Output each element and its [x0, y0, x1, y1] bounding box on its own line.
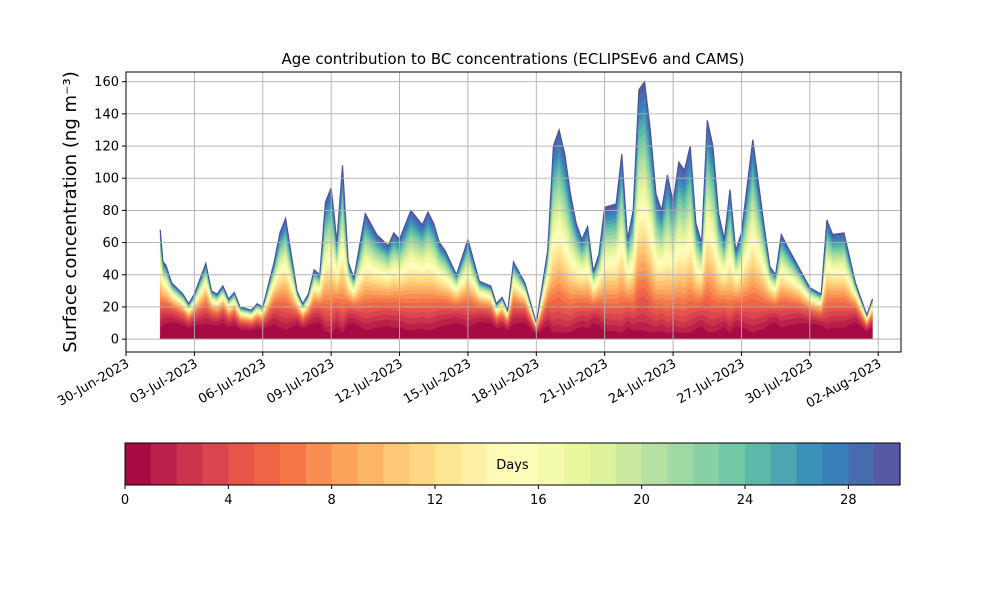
colorbar-segment [486, 443, 514, 485]
colorbar-segment [125, 443, 152, 485]
colorbar-frame [124, 442, 901, 486]
x-tick-label: 24-Jul-2023 [606, 356, 679, 407]
colorbar-segment [745, 443, 772, 485]
x-tick-label: 30-Jun-2023 [55, 356, 132, 409]
colorbar-segment [357, 443, 384, 485]
colorbar-segment [409, 443, 436, 485]
x-tick-label: 02-Aug-2023 [804, 356, 884, 411]
y-tick-label: 20 [102, 300, 119, 315]
x-axis: 30-Jun-202303-Jul-202306-Jul-202309-Jul-… [55, 352, 884, 412]
colorbar-segment [254, 443, 281, 485]
colorbar-tick-label: 24 [737, 493, 754, 508]
colorbar-segment [770, 443, 798, 485]
colorbar-segment [615, 443, 643, 485]
colorbar-segment [383, 443, 410, 485]
colorbar-segment [176, 443, 204, 485]
colorbar-segment [822, 443, 849, 485]
colorbar-segment [460, 443, 488, 485]
colorbar-segment [590, 443, 617, 485]
age-stacked-areas [159, 80, 874, 340]
chart-title: Age contribution to BC concentrations (E… [282, 50, 745, 68]
colorbar-segment [228, 443, 255, 485]
colorbar-segment [693, 443, 720, 485]
y-axis-label: Surface concentration (ng m⁻³) [60, 71, 81, 353]
x-tick-label: 27-Jul-2023 [675, 356, 748, 407]
colorbar-tick-label: 4 [224, 493, 232, 508]
total-outline [159, 80, 874, 324]
y-tick-label: 100 [94, 172, 119, 187]
colorbar-segment [280, 443, 307, 485]
x-tick-label: 15-Jul-2023 [401, 356, 474, 407]
colorbar-segment [512, 443, 539, 485]
colorbar-segment [641, 443, 669, 485]
plot-frame [125, 71, 902, 353]
x-tick-label: 18-Jul-2023 [469, 356, 542, 407]
x-tick-label: 21-Jul-2023 [538, 356, 611, 407]
colorbar-tick-label: 28 [840, 493, 857, 508]
x-tick-label: 06-Jul-2023 [196, 356, 269, 407]
colorbar-label: Days [496, 458, 529, 473]
y-tick-label: 80 [102, 204, 119, 219]
y-tick-label: 60 [102, 236, 119, 251]
x-tick-label: 12-Jul-2023 [333, 356, 406, 407]
colorbar-segment [848, 443, 875, 485]
x-tick-label: 03-Jul-2023 [128, 356, 201, 407]
colorbar-segment [874, 443, 901, 485]
colorbar-segment [719, 443, 746, 485]
colorbar-segment [564, 443, 591, 485]
colorbar-tick-label: 20 [633, 493, 650, 508]
colorbar-tick-label: 8 [328, 493, 336, 508]
colorbar-segment [435, 443, 462, 485]
colorbar-segment [150, 443, 178, 485]
colorbar-segment [796, 443, 824, 485]
y-tick-label: 120 [94, 140, 119, 155]
colorbar-segment [305, 443, 333, 485]
x-tick-label: 09-Jul-2023 [264, 356, 337, 407]
y-tick-label: 40 [102, 268, 119, 283]
colorbar-segment [667, 443, 694, 485]
y-tick-label: 140 [94, 107, 119, 122]
y-axis: 0 20 40 60 80 100 120 140 160 [94, 75, 126, 348]
colorbar-segment [538, 443, 565, 485]
colorbar-tick-label: 0 [121, 493, 129, 508]
colorbar-segment [331, 443, 359, 485]
colorbar-segment [202, 443, 229, 485]
colorbar-tick-label: 16 [530, 493, 547, 508]
y-tick-label: 0 [111, 333, 119, 348]
colorbar-tick-label: 12 [427, 493, 444, 508]
colorbar: Days 0 4 8 12 16 20 24 28 [121, 442, 901, 508]
y-tick-label: 160 [94, 75, 119, 90]
